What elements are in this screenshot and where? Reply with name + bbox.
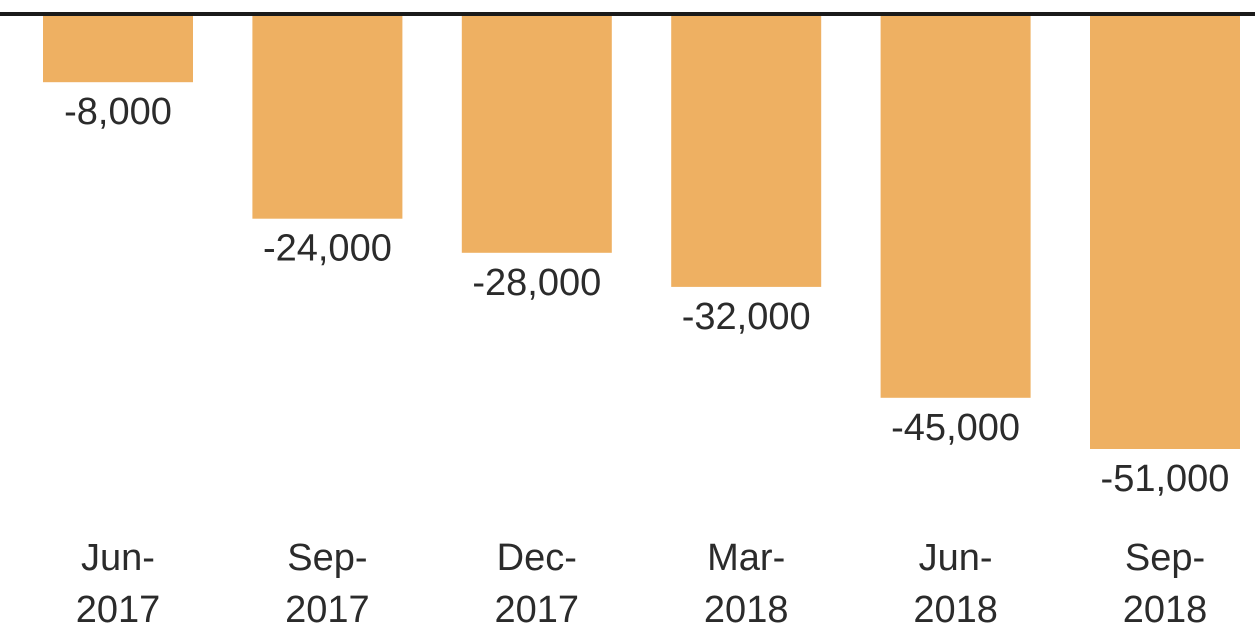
- x-tick-year: 2017: [495, 589, 580, 627]
- data-label: -32,000: [682, 296, 811, 338]
- x-tick-month: Sep-: [1125, 537, 1205, 579]
- data-label: -45,000: [891, 407, 1020, 449]
- bar-sep-2017: [252, 14, 403, 219]
- data-label: -24,000: [263, 228, 392, 270]
- x-tick-label: Dec- 2017: [495, 537, 580, 627]
- x-tick-month: Mar-: [707, 537, 785, 579]
- x-tick-year: 2018: [1123, 589, 1208, 627]
- bar-jun-2018: [880, 14, 1031, 398]
- x-tick-label: Sep- 2018: [1123, 537, 1208, 627]
- x-tick-year: 2018: [704, 589, 789, 627]
- x-tick-label: Sep- 2017: [285, 537, 370, 627]
- x-tick-month: Jun-: [81, 537, 155, 579]
- data-label: -51,000: [1101, 458, 1230, 500]
- data-labels-group: -8,000 -24,000 -28,000 -32,000 -45,000 -51,00…: [64, 91, 1229, 500]
- data-label: -8,000: [64, 91, 172, 133]
- x-axis-ticks-group: Jun- 2017 Sep- 2017 Dec- 2017 Mar- 2018 Jun- 2018…: [76, 537, 1208, 627]
- x-tick-label: Mar- 2018: [704, 537, 789, 627]
- x-tick-label: Jun- 2018: [913, 537, 998, 627]
- bar-jun-2017: [43, 14, 193, 83]
- bar-dec-2017: [461, 14, 612, 253]
- data-label: -28,000: [472, 262, 601, 304]
- bar-mar-2018: [671, 14, 822, 287]
- x-tick-month: Jun-: [919, 537, 993, 579]
- bars-group: [43, 14, 1240, 449]
- x-tick-year: 2017: [285, 589, 370, 627]
- x-tick-year: 2017: [76, 589, 161, 627]
- x-tick-label: Jun- 2017: [76, 537, 161, 627]
- x-tick-month: Dec-: [497, 537, 577, 579]
- x-tick-year: 2018: [913, 589, 998, 627]
- x-tick-month: Sep-: [287, 537, 367, 579]
- bar-sep-2018: [1090, 14, 1240, 449]
